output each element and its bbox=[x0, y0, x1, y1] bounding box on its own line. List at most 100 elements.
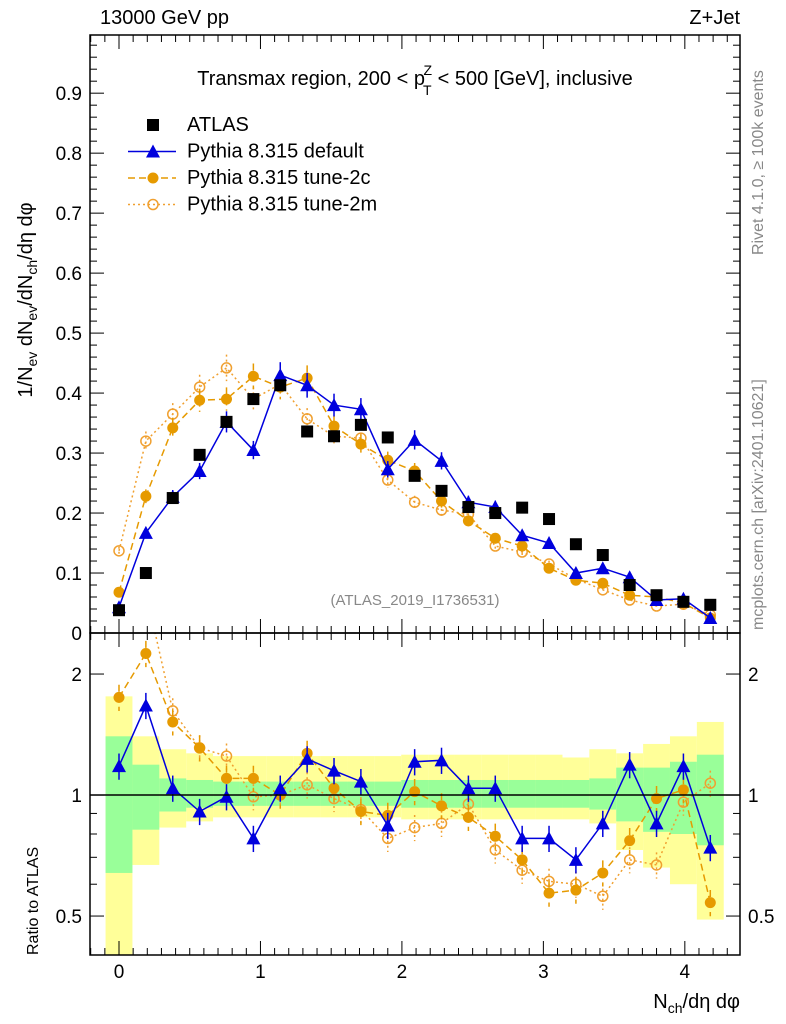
pythia-8-315-tune-2c-point bbox=[543, 562, 555, 574]
pythia-8-315-default-ratio-point bbox=[703, 840, 718, 854]
pythia-8-315-tune-2c-ratio-point bbox=[328, 782, 340, 794]
y-tick-label: 0.6 bbox=[56, 264, 82, 285]
pythia-8-315-tune-2c-ratio-point bbox=[462, 811, 474, 823]
pythia-8-315-tune-2m-point bbox=[167, 408, 179, 420]
y-tick-label: 0.9 bbox=[56, 84, 82, 105]
ratio-tick-label: 0.5 bbox=[56, 907, 82, 928]
stat-band-bin bbox=[562, 779, 590, 808]
pythia-8-315-tune-2c-ratio-point bbox=[597, 867, 609, 879]
pythia-8-315-tune-2m-ratio-point bbox=[489, 844, 502, 856]
pythia-8-315-tune-2c-point bbox=[328, 420, 340, 432]
pythia-8-315-default-point bbox=[568, 566, 583, 580]
pythia-8-315-default-ratio-point bbox=[219, 789, 234, 803]
pythia-8-315-tune-2c-ratio-point bbox=[516, 854, 528, 866]
legend-label-pythia-8-315-default: Pythia 8.315 default bbox=[187, 141, 364, 163]
pythia-8-315-tune-2c-ratio-point bbox=[704, 897, 716, 909]
pythia-8-315-default-ratio-point bbox=[488, 781, 503, 795]
pythia-8-315-tune-2m-ratio-point bbox=[435, 817, 448, 830]
atlas-point bbox=[274, 379, 287, 392]
pythia-8-315-tune-2c-point bbox=[462, 515, 474, 527]
pythia-8-315-tune-2c-point bbox=[113, 586, 125, 598]
pythia-8-315-default-point bbox=[407, 432, 422, 446]
pythia-8-315-tune-2m-ratio-line bbox=[154, 633, 711, 898]
stat-band-bin bbox=[508, 779, 536, 808]
legend-marker-atlas bbox=[147, 119, 159, 131]
pythia-8-315-tune-2c-ratio-point bbox=[247, 772, 259, 784]
side-label-top: Rivet 4.1.0, ≥ 100k events bbox=[750, 70, 767, 255]
atlas-point bbox=[623, 579, 636, 592]
atlas-point bbox=[516, 501, 529, 514]
y-tick-label: 0.3 bbox=[56, 444, 82, 465]
pythia-8-315-default-ratio-point bbox=[461, 781, 476, 795]
pythia-8-315-default-ratio-point bbox=[434, 753, 449, 767]
x-tick-label: 0 bbox=[114, 962, 125, 983]
pythia-8-315-default-ratio-point bbox=[138, 698, 153, 712]
atlas-point bbox=[489, 507, 502, 520]
y-tick-label: 0 bbox=[71, 624, 82, 645]
pythia-8-315-default-point bbox=[595, 561, 610, 575]
axes: 0 1 2 3 4 0 0.1 0.2 0.3 0.4 0.5 0.6 0.7 0.8 0.9 0.5 0.5 1… bbox=[56, 34, 774, 983]
pythia-8-315-default-ratio-point bbox=[380, 818, 395, 832]
legend: ATLAS Pythia 8.315 default Pythia 8.315 tu… bbox=[128, 114, 377, 216]
pythia-8-315-tune-2c-ratio-point bbox=[436, 800, 448, 812]
atlas-point bbox=[328, 430, 341, 443]
pythia-8-315-tune-2c-point bbox=[167, 422, 179, 434]
legend-label-pythia-8-315-tune-2m: Pythia 8.315 tune-2m bbox=[187, 194, 377, 216]
pythia-8-315-default-ratio-point bbox=[165, 781, 180, 795]
legend-marker-pythia-8-315-default bbox=[146, 144, 160, 158]
pythia-8-315-tune-2c-ratio-point bbox=[140, 647, 152, 659]
x-axis-label: Nch/dη dφ bbox=[653, 991, 740, 1016]
atlas-point bbox=[408, 469, 421, 482]
pythia-8-315-tune-2c-point bbox=[597, 577, 609, 589]
pythia-8-315-tune-2m-ratio-point bbox=[301, 779, 313, 791]
y-tick-label: 0.2 bbox=[56, 504, 82, 525]
atlas-point bbox=[704, 598, 717, 611]
pythia-8-315-tune-2c-ratio-point bbox=[113, 691, 125, 703]
pythia-8-315-tune-2c-ratio-point bbox=[167, 716, 179, 728]
atlas-point bbox=[301, 425, 314, 438]
atlas-point bbox=[381, 431, 394, 444]
pythia-8-315-tune-2c-point bbox=[140, 490, 152, 502]
pythia-8-315-default-ratio-point bbox=[407, 754, 422, 768]
pythia-8-315-default-ratio-point bbox=[246, 831, 261, 845]
pythia-8-315-default-ratio-point bbox=[622, 757, 637, 771]
pythia-8-315-default-ratio-point bbox=[649, 816, 664, 830]
pythia-8-315-default-ratio-point bbox=[676, 759, 691, 773]
pythia-8-315-tune-2c-ratio-point bbox=[543, 887, 555, 899]
watermark: (ATLAS_2019_I1736531) bbox=[330, 592, 499, 609]
y-axis-label: 1/Nev dNev/dNch/dη dφ bbox=[15, 202, 40, 397]
pythia-8-315-tune-2m-ratio-point bbox=[408, 821, 421, 834]
atlas-point bbox=[193, 448, 206, 461]
pythia-8-315-tune-2m-point bbox=[140, 435, 152, 447]
ratio-tick-label: 2 bbox=[71, 665, 82, 686]
atlas-point bbox=[543, 513, 556, 526]
pythia-8-315-default-point bbox=[300, 378, 315, 392]
ratio-tick-label-right: 2 bbox=[748, 665, 759, 686]
pythia-8-315-tune-2m-ratio-point bbox=[597, 890, 609, 903]
pythia-8-315-default-point bbox=[542, 536, 557, 550]
pythia-8-315-tune-2c-ratio-point bbox=[221, 772, 233, 784]
pythia-8-315-tune-2m-ratio-point bbox=[141, 587, 151, 597]
pythia-8-315-default-ratio-point bbox=[568, 852, 583, 866]
pythia-8-315-default-point bbox=[353, 402, 368, 416]
stat-band-bin bbox=[535, 779, 563, 808]
pythia-8-315-default-ratio-point bbox=[273, 781, 288, 795]
pythia-8-315-default-point bbox=[703, 611, 718, 625]
side-label-bottom: mcplots.cern.ch [arXiv:2401.10621] bbox=[750, 379, 767, 630]
atlas-point bbox=[220, 415, 233, 428]
pythia-8-315-default-ratio-point bbox=[192, 804, 207, 818]
y-tick-label: 0.1 bbox=[56, 564, 82, 585]
pythia-8-315-tune-2c-ratio-point bbox=[194, 742, 206, 754]
legend-marker-pythia-8-315-tune-2m bbox=[147, 198, 159, 211]
atlas-point bbox=[650, 589, 663, 602]
pythia-8-315-tune-2m-point bbox=[408, 496, 421, 508]
pythia-8-315-default-ratio-point bbox=[111, 759, 126, 773]
atlas-point bbox=[462, 501, 475, 514]
pythia-8-315-tune-2c-ratio-point bbox=[489, 830, 501, 842]
pythia-8-315-default-point bbox=[246, 443, 261, 457]
legend-label-atlas: ATLAS bbox=[187, 114, 249, 136]
pythia-8-315-default-point bbox=[380, 462, 395, 476]
pythia-8-315-tune-2c-point bbox=[436, 495, 448, 507]
ratio-tick-label: 1 bbox=[71, 786, 82, 807]
ratio-tick-label-right: 0.5 bbox=[748, 907, 774, 928]
